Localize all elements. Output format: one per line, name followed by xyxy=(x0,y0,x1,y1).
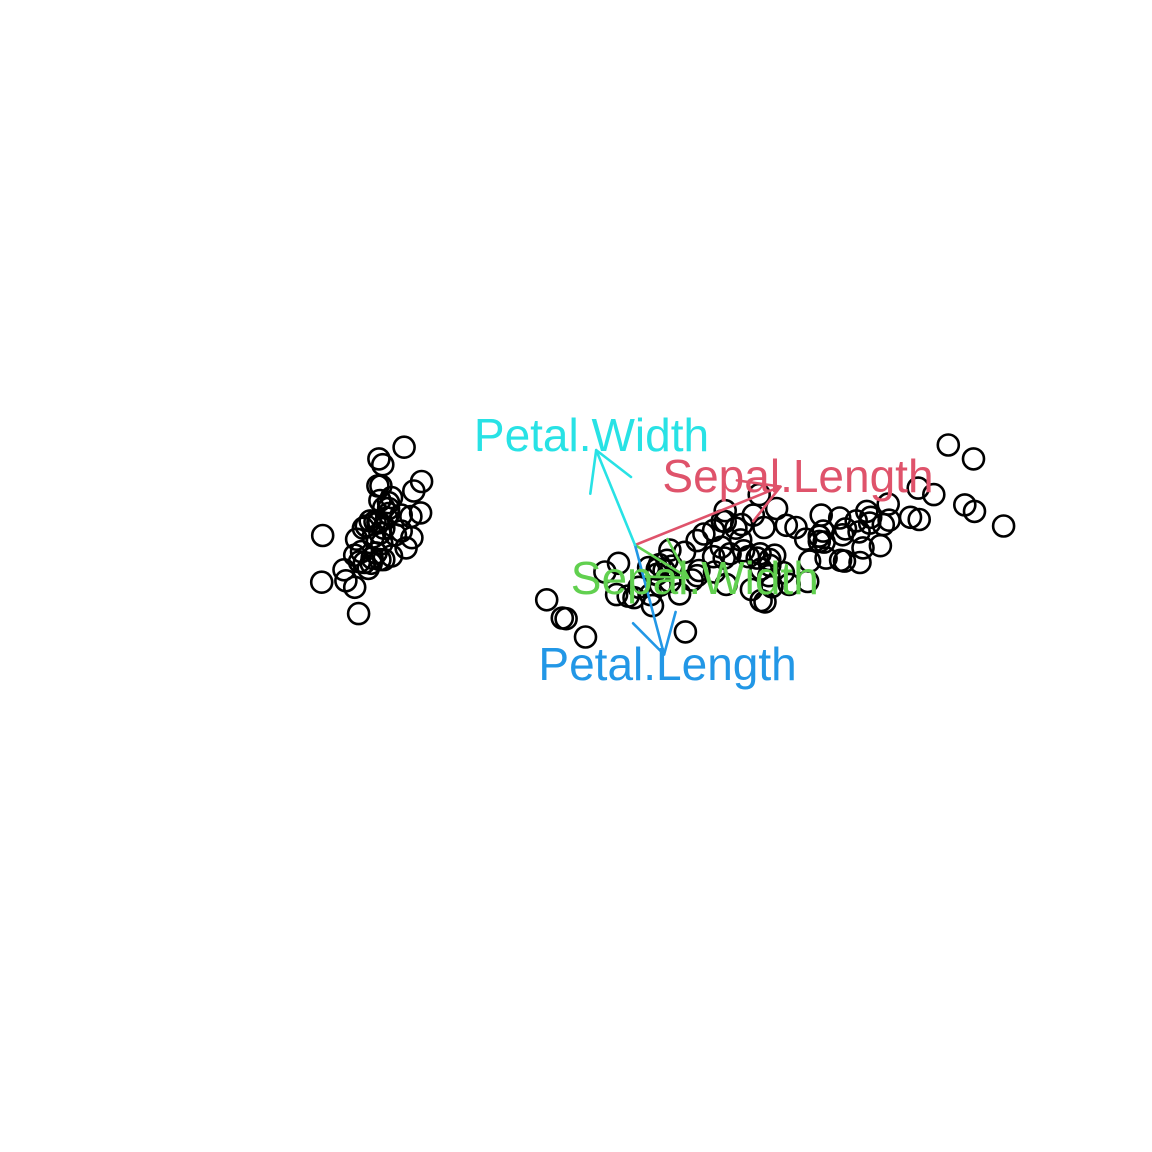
data-point xyxy=(367,447,391,471)
data-point xyxy=(857,511,882,535)
data-point xyxy=(554,606,578,631)
data-point xyxy=(409,469,434,494)
data-point xyxy=(807,524,832,549)
data-point xyxy=(346,601,371,626)
data-point xyxy=(906,476,931,500)
data-point xyxy=(376,496,401,521)
data-point xyxy=(604,582,629,607)
data-point xyxy=(389,503,414,527)
arrowhead-petal-width xyxy=(588,448,633,496)
data-point xyxy=(368,488,392,513)
data-point xyxy=(310,523,335,548)
data-point xyxy=(685,528,709,553)
data-point xyxy=(774,513,799,538)
data-point xyxy=(371,547,396,572)
data-point xyxy=(777,572,802,597)
data-point xyxy=(848,550,872,575)
data-point xyxy=(309,570,334,595)
data-point xyxy=(898,505,923,530)
data-point xyxy=(713,498,738,523)
data-point xyxy=(851,536,875,560)
arrow-petal-width xyxy=(594,448,637,547)
data-point xyxy=(534,587,559,612)
data-point xyxy=(795,569,820,594)
data-point xyxy=(593,560,617,584)
data-point xyxy=(673,620,698,644)
data-point xyxy=(752,515,776,540)
data-point xyxy=(854,499,879,524)
data-point xyxy=(871,512,896,537)
data-point xyxy=(334,568,358,593)
data-point xyxy=(921,482,946,507)
data-point xyxy=(991,514,1016,538)
arrowhead-sepal-width xyxy=(643,537,690,580)
points-layer xyxy=(309,433,1016,649)
label-petal-length: Petal.Length xyxy=(538,638,796,690)
data-point xyxy=(961,447,986,471)
data-point xyxy=(702,560,727,584)
loading-arrows-layer xyxy=(588,448,782,656)
data-point xyxy=(408,501,433,525)
data-point xyxy=(827,506,852,530)
data-point xyxy=(757,553,782,578)
data-point xyxy=(389,519,414,543)
data-point xyxy=(376,490,401,515)
arrow-sepal-width xyxy=(633,543,690,580)
data-point xyxy=(962,499,987,524)
arrowhead-sepal-length xyxy=(735,479,782,523)
loading-labels-layer: Sepal.Length Sepal.Width Petal.Length Petal… xyxy=(474,409,934,690)
data-point xyxy=(771,560,796,585)
data-point xyxy=(370,452,395,477)
label-petal-width: Petal.Width xyxy=(474,409,709,461)
data-point xyxy=(745,546,770,570)
data-point xyxy=(832,549,857,573)
data-point xyxy=(347,549,372,574)
data-point xyxy=(680,568,705,592)
data-point xyxy=(573,625,598,649)
data-point xyxy=(616,584,641,608)
data-point xyxy=(741,503,766,527)
data-point xyxy=(709,535,734,560)
data-point xyxy=(361,525,385,549)
data-point xyxy=(793,527,818,552)
arrow-petal-length xyxy=(633,543,666,656)
arrowhead-petal-length xyxy=(631,610,677,656)
data-point xyxy=(724,516,748,541)
data-point xyxy=(907,507,932,532)
data-point xyxy=(359,551,384,576)
label-sepal-width: Sepal.Width xyxy=(571,552,819,604)
data-point xyxy=(936,433,961,457)
arrow-sepal-length xyxy=(633,485,782,547)
data-point xyxy=(736,544,761,569)
label-sepal-length: Sepal.Length xyxy=(662,450,933,502)
data-point xyxy=(392,435,416,460)
data-point xyxy=(714,572,739,597)
data-point xyxy=(692,522,716,546)
